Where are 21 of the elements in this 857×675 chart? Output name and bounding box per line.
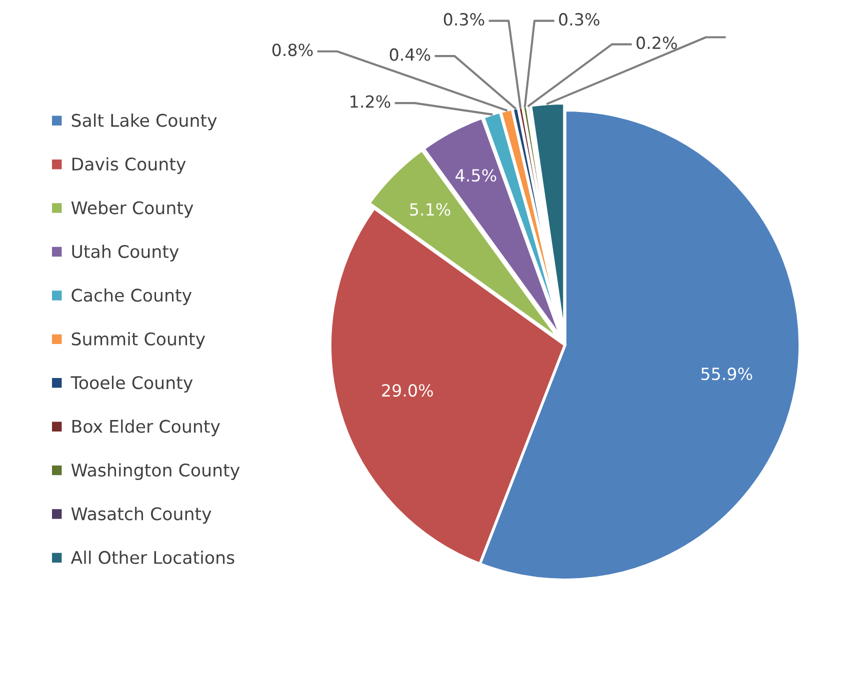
data-label: 0.2% [636, 36, 677, 50]
data-label: 0.3% [559, 13, 600, 26]
legend-label: Cache County [72, 288, 192, 306]
legend-label: Utah County [72, 244, 179, 262]
data-label: 0.8% [272, 44, 313, 56]
legend-label: Davis County [72, 157, 186, 174]
legend-label: Washington County [71, 463, 240, 480]
legend-label: Summit County [72, 332, 206, 349]
data-label: 4.5% [456, 169, 496, 182]
legend-label: Tooele County [70, 376, 193, 393]
data-label: 0.4% [390, 48, 430, 61]
legend-label: Weber County [71, 200, 194, 218]
legend-label: Salt Lake County [72, 114, 217, 130]
legend-label: All Other Locations [70, 550, 234, 564]
data-label: 5.1% [410, 203, 450, 216]
legend-label: Box Elder County [72, 419, 220, 436]
data-label: 29.0% [382, 384, 433, 397]
data-label: 55.9% [701, 368, 752, 380]
legend-label: Wasatch County [71, 506, 212, 524]
data-label: 0.3% [444, 13, 484, 26]
data-label: 1.2% [350, 95, 390, 108]
